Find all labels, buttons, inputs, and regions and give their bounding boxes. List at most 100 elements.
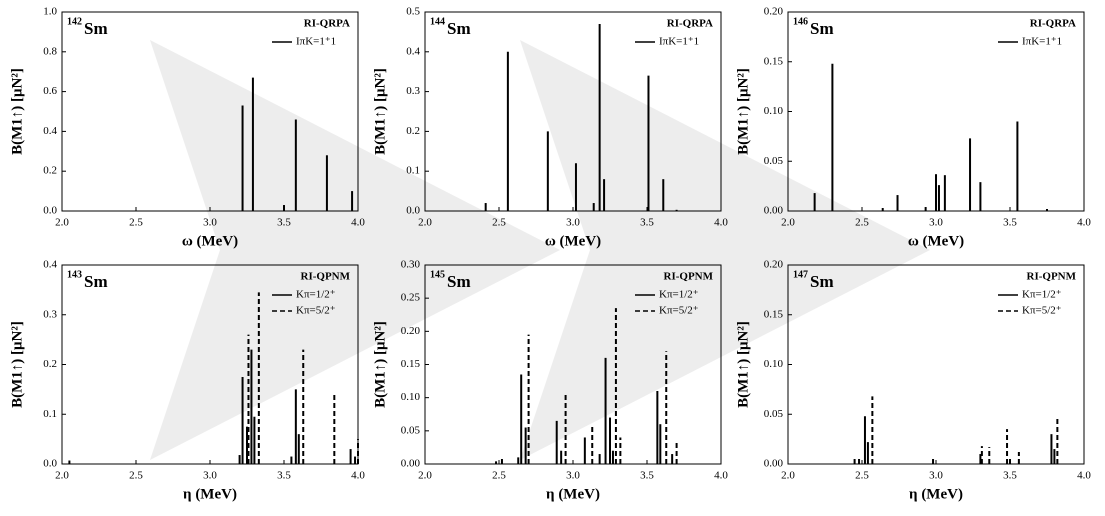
nucleus-mass: 144	[430, 16, 445, 27]
model-label: RI-QPNM	[664, 271, 714, 283]
nucleus-mass: 147	[793, 269, 808, 280]
panel: 2.0 2.5 3.0 3.5 4.0 0.0 0.2 0.4 0.6 0.8 1.0 ω (MeV)…	[9, 6, 365, 250]
nucleus-symbol: Sm	[447, 272, 471, 291]
nucleus-mass: 145	[430, 269, 445, 280]
legend-label: IπK=1⁺1	[659, 36, 699, 48]
nucleus-symbol: Sm	[84, 272, 108, 291]
x-tick-label: 2.5	[129, 217, 143, 229]
y-tick-label: 0.3	[43, 308, 57, 320]
y-tick-label: 0.00	[401, 458, 421, 470]
x-tick-label: 3.5	[1003, 470, 1017, 482]
y-axis-label: B(M1↑) [μN²]	[9, 321, 25, 408]
x-tick-label: 2.0	[418, 470, 432, 482]
x-tick-label: 3.0	[566, 217, 580, 229]
y-tick-label: 0.15	[764, 55, 784, 67]
x-tick-label: 4.0	[351, 217, 365, 229]
x-tick-label: 2.5	[129, 470, 143, 482]
x-tick-label: 3.0	[203, 470, 217, 482]
y-tick-label: 0.20	[764, 259, 784, 271]
y-axis-label: B(M1↑) [μN²]	[9, 68, 25, 155]
x-tick-label: 2.5	[492, 470, 506, 482]
panel: 2.0 2.5 3.0 3.5 4.0 0.00 0.05 0.10 0.15 0.20 ω (Me…	[735, 6, 1091, 250]
y-tick-label: 0.1	[43, 408, 57, 420]
y-tick-label: 0.15	[401, 358, 421, 370]
y-tick-label: 0.4	[43, 125, 57, 137]
y-tick-label: 0.4	[43, 259, 57, 271]
x-tick-label: 4.0	[1077, 470, 1091, 482]
x-tick-label: 3.0	[566, 470, 580, 482]
x-tick-label: 2.0	[55, 217, 69, 229]
watermark	[150, 40, 930, 460]
y-tick-label: 0.1	[406, 165, 420, 177]
y-tick-label: 0.25	[401, 292, 421, 304]
watermark-shape	[150, 40, 560, 460]
y-tick-label: 0.15	[764, 308, 784, 320]
x-tick-label: 4.0	[351, 470, 365, 482]
y-tick-label: 0.8	[43, 45, 57, 57]
nucleus-mass: 143	[67, 269, 82, 280]
x-tick-label: 3.5	[640, 470, 654, 482]
nucleus-symbol: Sm	[810, 272, 834, 291]
y-tick-label: 0.6	[43, 85, 57, 97]
y-tick-label: 0.2	[43, 165, 57, 177]
y-tick-label: 0.2	[43, 358, 57, 370]
y-tick-label: 0.05	[764, 408, 784, 420]
legend-label: Kπ=5/2⁺	[659, 305, 699, 317]
y-tick-label: 0.00	[764, 458, 784, 470]
model-label: RI-QRPA	[1030, 18, 1076, 30]
legend-label: Kπ=5/2⁺	[1022, 305, 1062, 317]
panel: 2.0 2.5 3.0 3.5 4.0 0.0 0.1 0.2 0.3 0.4 η (MeV) B(M…	[9, 259, 365, 503]
x-tick-label: 3.0	[929, 217, 943, 229]
y-tick-label: 0.20	[764, 6, 784, 18]
legend-label: IπK=1⁺1	[1022, 36, 1062, 48]
y-tick-label: 0.5	[406, 6, 420, 18]
y-axis-label: B(M1↑) [μN²]	[735, 321, 751, 408]
y-axis-label: B(M1↑) [μN²]	[372, 68, 388, 155]
x-tick-label: 2.0	[418, 217, 432, 229]
legend-label: Kπ=5/2⁺	[296, 305, 336, 317]
y-tick-label: 0.0	[43, 458, 57, 470]
x-tick-label: 2.5	[855, 470, 869, 482]
y-tick-label: 0.20	[401, 325, 421, 337]
legend-label: Kπ=1/2⁺	[296, 289, 336, 301]
x-tick-label: 2.0	[781, 217, 795, 229]
x-tick-label: 3.0	[929, 470, 943, 482]
x-tick-label: 2.0	[781, 470, 795, 482]
x-axis-label: ω (MeV)	[545, 233, 601, 249]
y-tick-label: 0.30	[401, 259, 421, 271]
x-tick-label: 3.0	[203, 217, 217, 229]
x-tick-label: 3.5	[640, 217, 654, 229]
watermark-shape	[520, 40, 930, 460]
x-axis-label: η (MeV)	[909, 486, 963, 502]
y-tick-label: 0.05	[764, 155, 784, 167]
x-tick-label: 3.5	[277, 470, 291, 482]
legend-label: Kπ=1/2⁺	[1022, 289, 1062, 301]
y-tick-label: 0.2	[406, 125, 420, 137]
y-axis-label: B(M1↑) [μN²]	[735, 68, 751, 155]
y-tick-label: 0.00	[764, 205, 784, 217]
y-tick-label: 0.10	[401, 391, 421, 403]
panel: 2.0 2.5 3.0 3.5 4.0 0.00 0.05 0.10 0.15 0.20 η (Me…	[735, 259, 1091, 503]
y-tick-label: 0.4	[406, 45, 420, 57]
y-tick-label: 0.10	[764, 105, 784, 117]
legend-label: IπK=1⁺1	[296, 36, 336, 48]
y-axis-label: B(M1↑) [μN²]	[372, 321, 388, 408]
x-tick-label: 2.5	[855, 217, 869, 229]
x-axis-label: η (MeV)	[546, 486, 600, 502]
x-axis-label: ω (MeV)	[182, 233, 238, 249]
x-tick-label: 4.0	[714, 470, 728, 482]
nucleus-symbol: Sm	[447, 19, 471, 38]
y-tick-label: 0.3	[406, 85, 420, 97]
x-tick-label: 3.5	[1003, 217, 1017, 229]
nucleus-mass: 142	[67, 16, 82, 27]
model-label: RI-QPNM	[1027, 271, 1077, 283]
panel: 2.0 2.5 3.0 3.5 4.0 0.0 0.1 0.2 0.3 0.4 0.5 ω (MeV)…	[372, 6, 728, 250]
y-tick-label: 0.0	[43, 205, 57, 217]
x-axis-label: η (MeV)	[183, 486, 237, 502]
x-tick-label: 2.5	[492, 217, 506, 229]
x-tick-label: 3.5	[277, 217, 291, 229]
y-tick-label: 1.0	[43, 6, 57, 18]
panel: 2.0 2.5 3.0 3.5 4.0 0.00 0.05 0.10 0.15 0.20 0.25 0…	[372, 259, 728, 503]
